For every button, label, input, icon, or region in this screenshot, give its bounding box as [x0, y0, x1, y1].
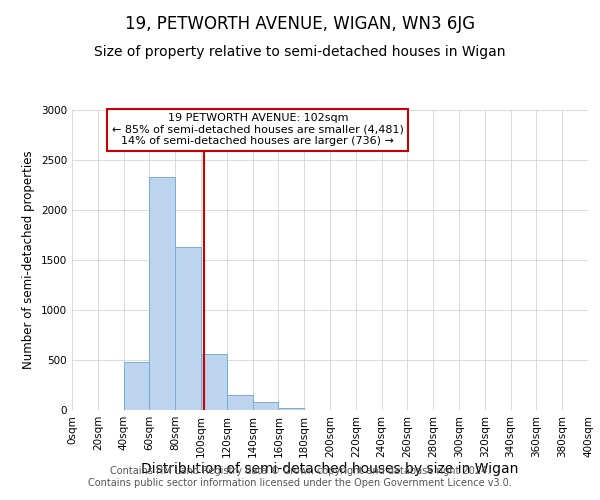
Text: 19 PETWORTH AVENUE: 102sqm
← 85% of semi-detached houses are smaller (4,481)
14%: 19 PETWORTH AVENUE: 102sqm ← 85% of semi…: [112, 113, 404, 146]
Bar: [227, 395, 253, 410]
Text: 19, PETWORTH AVENUE, WIGAN, WN3 6JG: 19, PETWORTH AVENUE, WIGAN, WN3 6JG: [125, 15, 475, 33]
Bar: [278, 408, 304, 410]
Text: Contains HM Land Registry data © Crown copyright and database right 2024.
Contai: Contains HM Land Registry data © Crown c…: [88, 466, 512, 487]
Bar: [175, 247, 201, 410]
Bar: [124, 362, 149, 410]
Bar: [253, 402, 278, 410]
Text: Size of property relative to semi-detached houses in Wigan: Size of property relative to semi-detach…: [94, 45, 506, 59]
X-axis label: Distribution of semi-detached houses by size in Wigan: Distribution of semi-detached houses by …: [142, 462, 518, 476]
Bar: [201, 354, 227, 410]
Bar: [149, 177, 175, 410]
Y-axis label: Number of semi-detached properties: Number of semi-detached properties: [22, 150, 35, 370]
